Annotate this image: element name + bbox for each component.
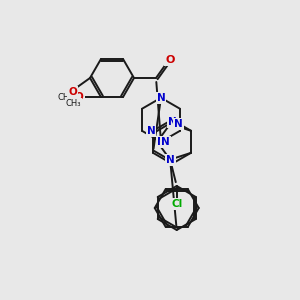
Text: O: O bbox=[68, 87, 77, 97]
Text: N: N bbox=[157, 93, 165, 103]
Text: N: N bbox=[174, 119, 183, 129]
Text: CH₃: CH₃ bbox=[66, 98, 81, 107]
Text: CH₃: CH₃ bbox=[58, 93, 73, 102]
Text: N: N bbox=[161, 137, 170, 147]
Text: O: O bbox=[165, 55, 175, 64]
Text: N: N bbox=[166, 154, 175, 165]
Text: N: N bbox=[147, 126, 155, 136]
Text: Cl: Cl bbox=[171, 199, 182, 209]
Text: N: N bbox=[168, 117, 176, 127]
Text: N: N bbox=[157, 137, 165, 147]
Text: O: O bbox=[75, 92, 84, 102]
